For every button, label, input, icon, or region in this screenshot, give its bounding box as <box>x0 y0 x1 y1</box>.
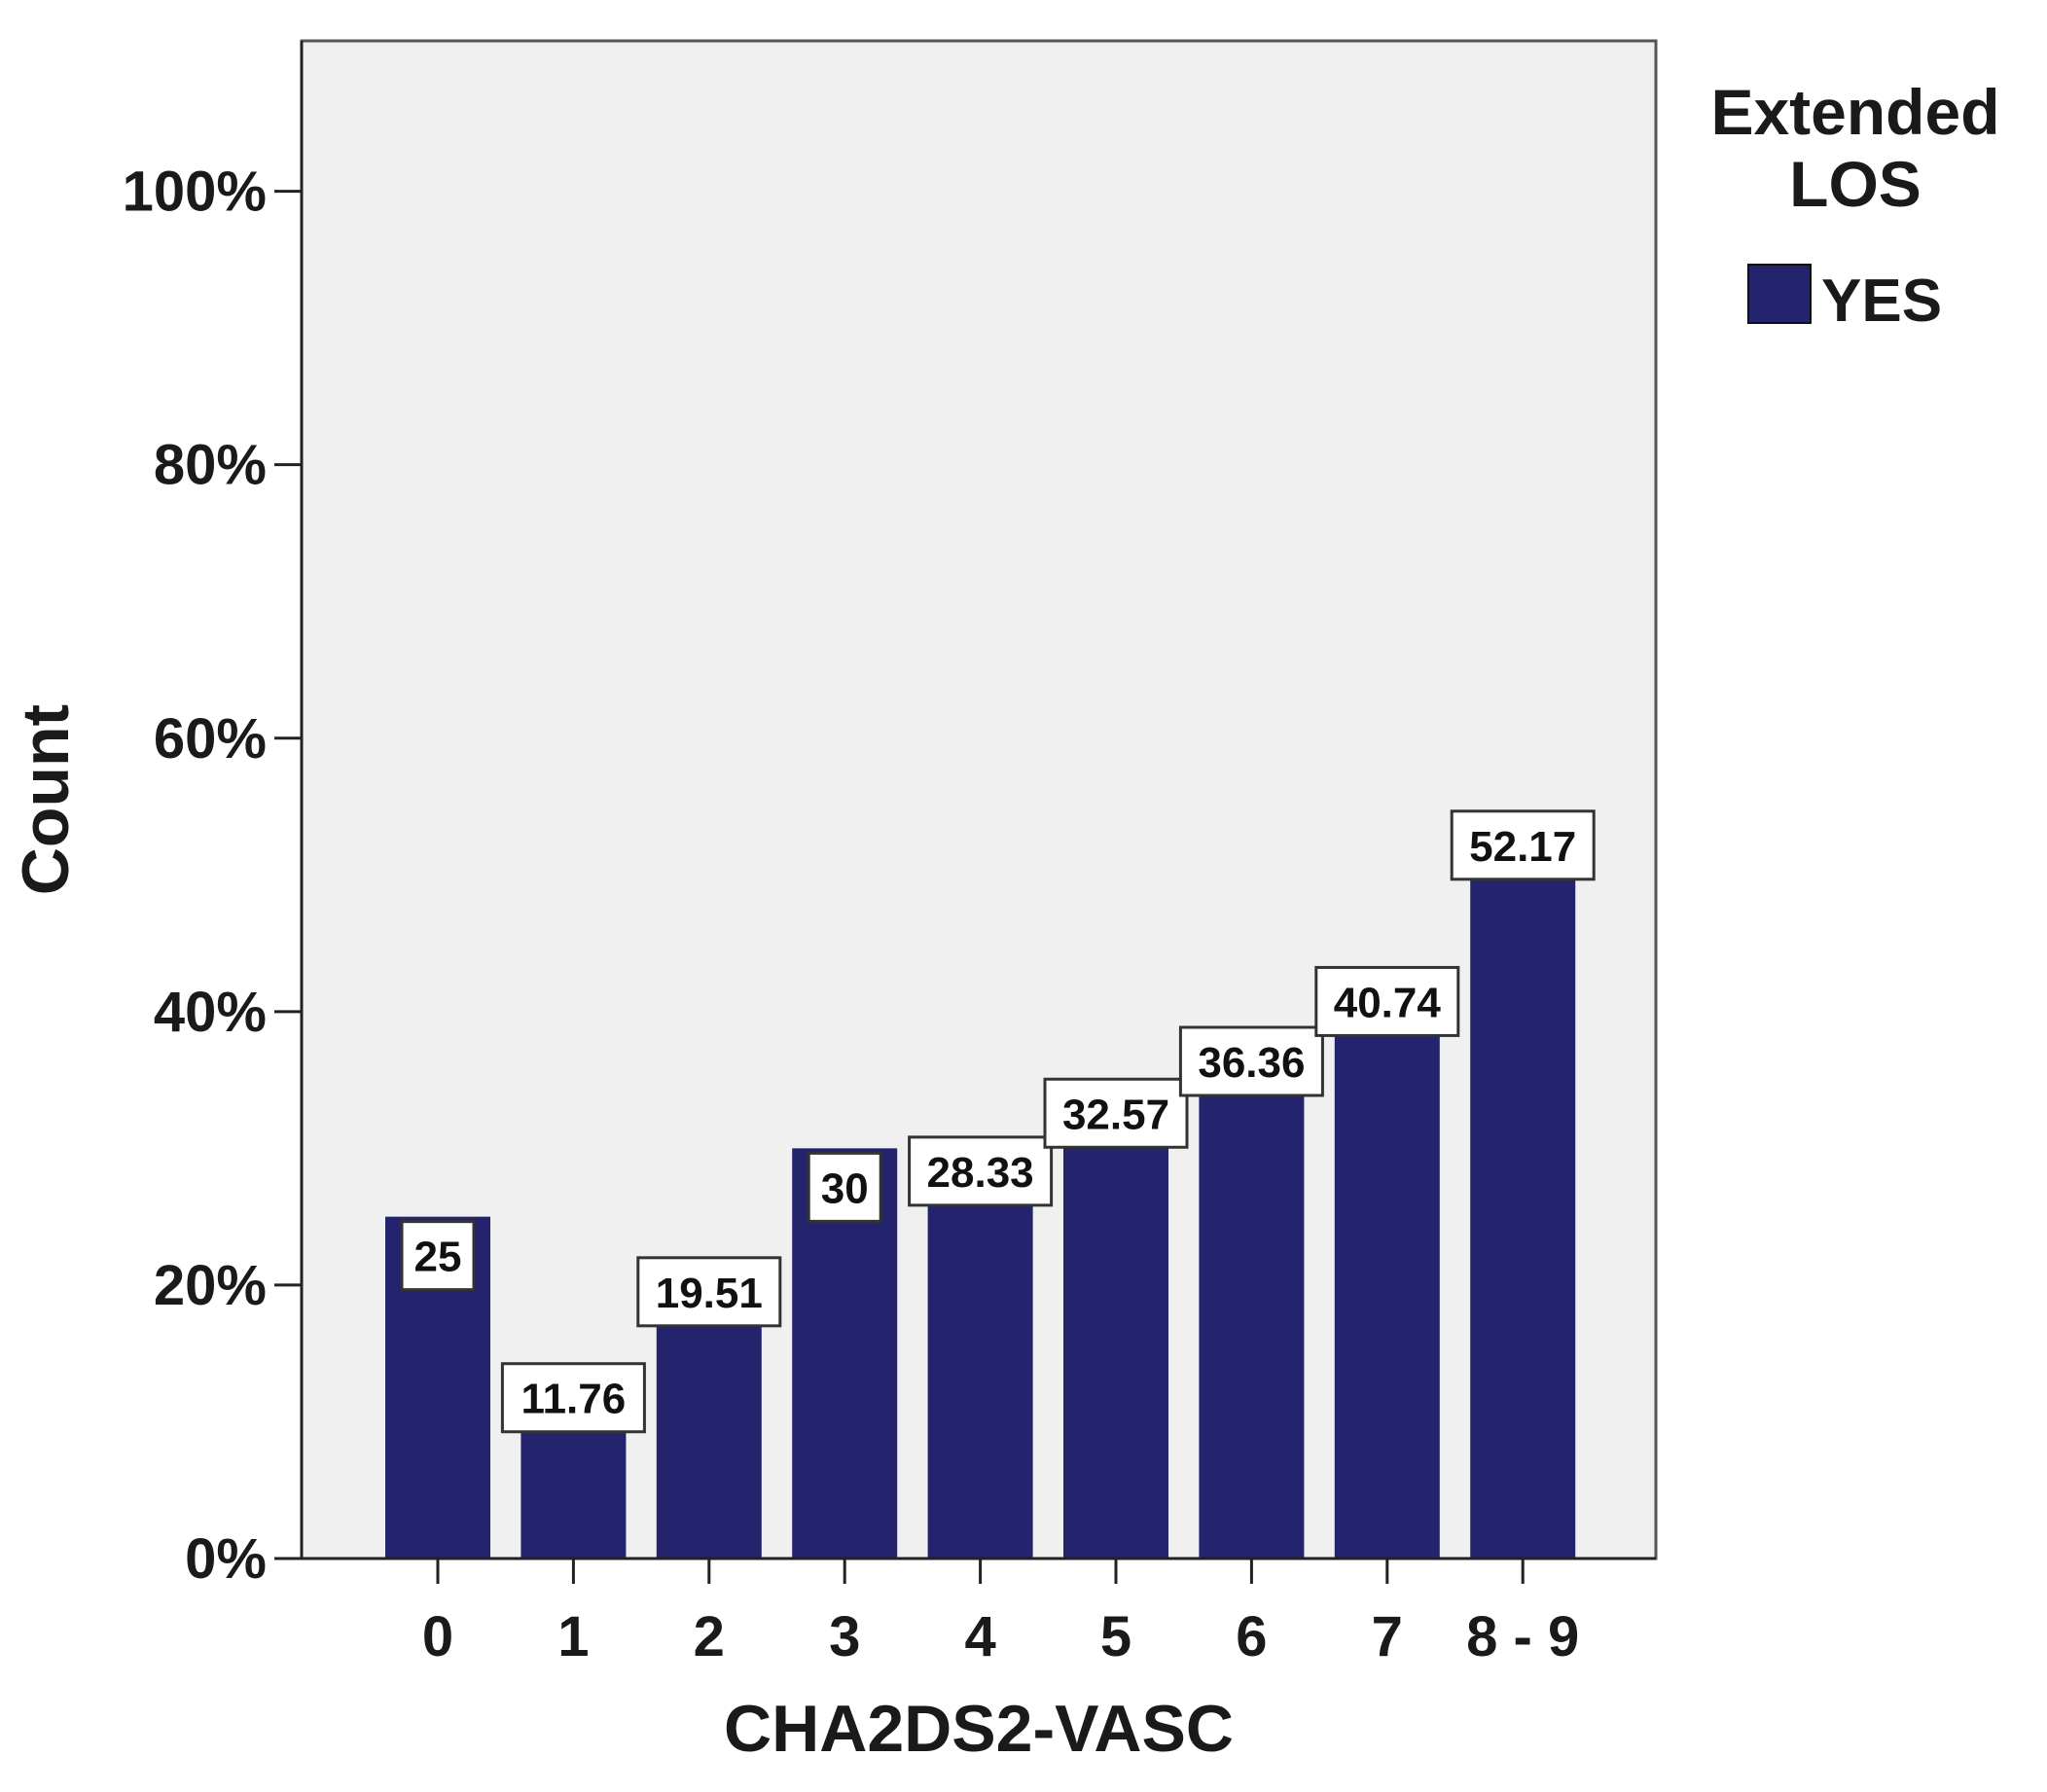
data-label-box <box>1450 809 1596 881</box>
legend-label-yes: YES <box>1821 268 1942 335</box>
data-labels: 25 11.76 19.51 30 28.33 32.57 36.36 40.74 52.17 <box>400 809 1596 1434</box>
legend-title-line1: Extended <box>1710 76 1999 148</box>
data-label-box <box>908 1135 1054 1207</box>
bar <box>1063 1113 1168 1559</box>
data-label: 36.36 <box>1198 1039 1305 1087</box>
data-label-box <box>1043 1077 1189 1149</box>
x-tick-label: 6 <box>1236 1605 1267 1668</box>
legend-title-line2: LOS <box>1789 148 1921 220</box>
x-tick-label: 8 - 9 <box>1466 1605 1579 1668</box>
bar <box>656 1291 762 1559</box>
data-label: 25 <box>414 1234 462 1281</box>
bar <box>927 1170 1033 1559</box>
y-axis: 0% 20% 40% 60% 80% 100% <box>123 41 304 1591</box>
x-tick-label: 1 <box>557 1605 589 1668</box>
bar <box>1470 844 1576 1559</box>
data-label: 30 <box>821 1165 869 1212</box>
data-label-box <box>807 1151 882 1223</box>
y-tick-label: 80% <box>154 434 267 497</box>
x-axis-title: CHA2DS2-VASC <box>724 1692 1234 1766</box>
data-label: 28.33 <box>927 1149 1034 1197</box>
data-label: 19.51 <box>656 1270 763 1317</box>
y-tick-label: 60% <box>154 707 267 771</box>
data-label: 52.17 <box>1469 823 1576 871</box>
legend-swatch-yes <box>1747 264 1812 324</box>
y-tick-label: 100% <box>123 161 267 224</box>
data-label-box <box>636 1256 782 1328</box>
bar <box>1199 1060 1305 1559</box>
x-tick-label: 0 <box>422 1605 453 1668</box>
data-label: 40.74 <box>1334 979 1442 1026</box>
y-axis-title: Count <box>9 704 83 895</box>
bar <box>1334 1001 1440 1559</box>
x-tick-label: 2 <box>694 1605 725 1668</box>
legend: Extended LOS YES <box>1710 76 1999 335</box>
x-tick-label: 3 <box>829 1605 860 1668</box>
x-tick-label: 4 <box>964 1605 995 1668</box>
data-label: 11.76 <box>521 1376 627 1423</box>
data-label-box <box>1178 1025 1324 1097</box>
y-tick-label: 40% <box>154 981 267 1044</box>
data-label-box <box>1314 965 1460 1037</box>
y-tick-label: 0% <box>185 1527 267 1591</box>
x-tick-label: 7 <box>1372 1605 1403 1668</box>
y-tick-label: 20% <box>154 1254 267 1317</box>
x-axis: 0 1 2 3 4 5 6 7 8 - 9 <box>302 1557 1656 1668</box>
x-tick-label: 5 <box>1100 1605 1131 1668</box>
data-label: 32.57 <box>1062 1091 1169 1138</box>
data-label-box <box>400 1220 476 1292</box>
data-label-box <box>500 1362 646 1434</box>
